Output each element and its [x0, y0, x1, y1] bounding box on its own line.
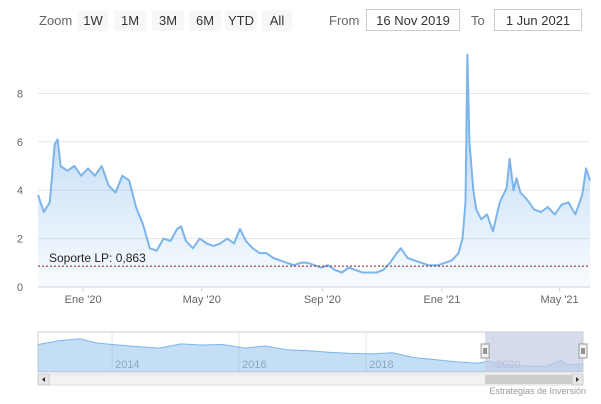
- x-tick-label: Ene '20: [65, 294, 102, 306]
- navigator-area: [38, 338, 583, 372]
- zoom-6m-button[interactable]: 6M: [189, 10, 221, 31]
- x-tick-label: May '20: [183, 294, 221, 306]
- handle-body: [578, 343, 588, 359]
- scrollbar-thumb[interactable]: [485, 375, 583, 384]
- y-tick-label: 6: [17, 137, 23, 149]
- to-date-input[interactable]: 1 Jun 2021: [494, 9, 582, 31]
- zoom-3m-button[interactable]: 3M: [152, 10, 184, 31]
- range-selector: Zoom 1W 1M 3M 6M YTD All From 16 Nov 201…: [0, 0, 601, 40]
- y-tick-label: 8: [17, 88, 23, 100]
- zoom-1w-button[interactable]: 1W: [78, 10, 108, 31]
- navigator-tick-label: 2018: [369, 359, 393, 371]
- credits-text: Estrategias de Inversión: [489, 386, 586, 396]
- zoom-ytd-button[interactable]: YTD: [225, 10, 257, 31]
- series-line: [37, 53, 591, 274]
- scroll-right-button[interactable]: [571, 373, 584, 386]
- scroll-left-button[interactable]: [37, 373, 50, 386]
- arrow-left-icon: [42, 377, 45, 382]
- x-tick-label: Sep '20: [304, 294, 341, 306]
- support-line-label: Soporte LP: 0,863: [49, 251, 146, 265]
- zoom-1m-button[interactable]: 1M: [114, 10, 146, 31]
- series-area: [38, 54, 590, 288]
- navigator-tick-label: 2016: [242, 359, 266, 371]
- y-tick-label: 0: [17, 282, 23, 294]
- handle-body: [480, 343, 490, 359]
- navigator-right-handle[interactable]: [578, 343, 588, 359]
- x-tick-label: May '21: [541, 294, 579, 306]
- from-label: From: [329, 13, 360, 28]
- y-tick-label: 2: [17, 234, 23, 246]
- x-tick-label: Ene '21: [423, 294, 460, 306]
- navigator-tick-label: 2014: [115, 359, 139, 371]
- navigator-left-handle[interactable]: [480, 343, 490, 359]
- zoom-all-button[interactable]: All: [262, 10, 292, 31]
- arrow-right-icon: [576, 377, 579, 382]
- zoom-label: Zoom: [39, 13, 73, 28]
- y-tick-label: 4: [17, 185, 23, 197]
- to-label: To: [471, 13, 485, 28]
- from-date-input[interactable]: 16 Nov 2019: [366, 9, 460, 31]
- navigator-selected-window: [485, 332, 583, 372]
